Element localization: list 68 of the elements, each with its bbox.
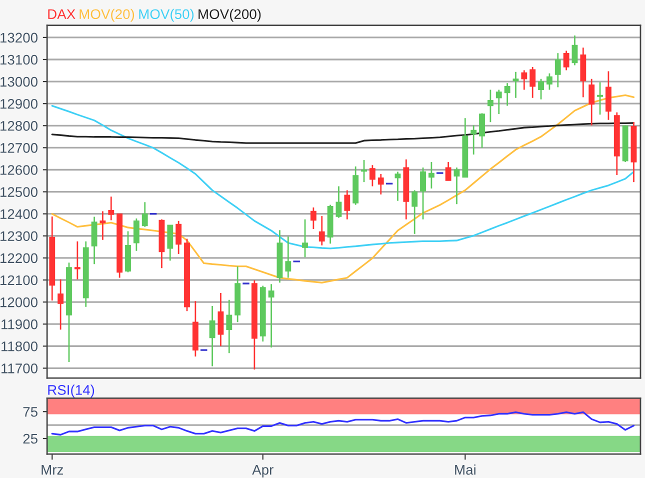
y-tick-label: 12100	[0, 275, 38, 286]
candlestick	[133, 218, 140, 252]
candlestick	[369, 164, 376, 187]
y-tick-label: 12000	[0, 297, 38, 308]
candlestick	[504, 82, 510, 107]
candlestick	[142, 201, 148, 228]
candlestick	[344, 190, 350, 220]
candlestick	[167, 224, 174, 262]
y-tick-label: 13100	[0, 54, 38, 65]
line-series	[51, 104, 635, 250]
candlestick	[218, 292, 224, 347]
y-tick-label: 12400	[0, 209, 38, 220]
candlestick	[588, 78, 595, 126]
candlestick	[428, 161, 434, 190]
y-tick-label: 12700	[0, 143, 38, 153]
candlestick	[176, 220, 182, 255]
y-tick-label: 12600	[0, 165, 38, 175]
candlestick	[496, 89, 502, 115]
candlestick	[572, 34, 578, 66]
y-tick-label: 11700	[2, 364, 38, 374]
candlestick	[336, 186, 342, 219]
x-tick-label: Mrz	[42, 465, 64, 475]
candlestick	[74, 240, 80, 280]
text: MOV(200)	[198, 8, 261, 22]
y-tick-label: 75	[23, 407, 38, 417]
x-tick-label: Mai	[455, 464, 476, 475]
candlestick	[479, 112, 485, 149]
y-tick-label: 12200	[0, 253, 38, 264]
candlestick	[412, 190, 418, 235]
candlestick	[530, 66, 536, 99]
candlestick	[318, 215, 325, 246]
x-tick-label: Apr	[252, 465, 274, 478]
candlestick	[108, 196, 114, 221]
y-tick-label: 11800	[2, 341, 38, 352]
candlestick	[546, 72, 552, 90]
candlestick	[302, 218, 308, 258]
candlestick	[361, 159, 367, 183]
candlestick	[378, 173, 384, 196]
candlestick	[487, 89, 494, 123]
candlestick	[209, 305, 216, 367]
candlestick	[58, 278, 64, 330]
candlestick	[310, 206, 316, 230]
candlestick	[285, 236, 292, 278]
y-tick-label: 12500	[0, 187, 38, 197]
candlestick	[420, 166, 426, 220]
text: RSI(14)	[48, 384, 94, 398]
text: DAX	[48, 9, 76, 19]
candlestick	[394, 171, 401, 202]
y-tick-label: 11900	[2, 319, 38, 330]
y-tick-label: 12800	[0, 120, 38, 131]
y-tick-label: 12900	[0, 98, 38, 109]
y-tick-label: 13200	[0, 32, 38, 43]
candlestick	[521, 70, 528, 90]
text: MOV(20)	[80, 8, 134, 22]
candlestick	[563, 50, 570, 72]
candlestick	[268, 283, 274, 348]
candlestick	[554, 52, 561, 88]
y-tick-label: 25	[23, 434, 38, 444]
y-tick-label: 12300	[0, 231, 38, 242]
candlestick	[445, 161, 452, 182]
candlestick	[538, 78, 544, 100]
candlestick	[226, 299, 232, 354]
candlestick	[597, 82, 603, 116]
text: MOV(50)	[139, 8, 194, 22]
line-series	[51, 411, 635, 436]
candlestick	[470, 124, 477, 156]
y-tick-label: 13000	[0, 76, 38, 87]
candlestick	[454, 166, 460, 205]
